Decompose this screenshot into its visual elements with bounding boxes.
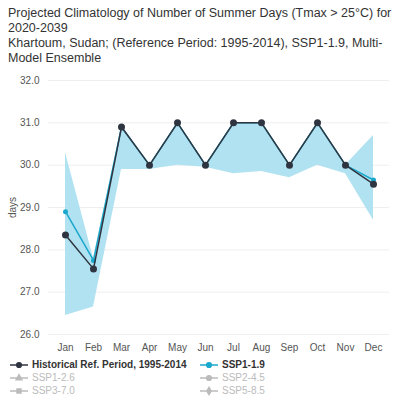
svg-text:days: days <box>7 197 18 218</box>
svg-text:Jun: Jun <box>197 342 213 353</box>
html-text:SSP1-2.6: SSP1-2.6 <box>32 372 75 383</box>
svg-text:29.0: 29.0 <box>20 202 40 213</box>
svg-text:Oct: Oct <box>310 342 326 353</box>
html-text:SSP3-7.0: SSP3-7.0 <box>32 385 75 396</box>
svg-text:Jul: Jul <box>227 342 240 353</box>
html-text:Historical Ref. Period, 1995-2: Historical Ref. Period, 1995-2014 <box>32 359 187 370</box>
svg-text:Jan: Jan <box>57 342 73 353</box>
svg-text:26.0: 26.0 <box>20 329 40 340</box>
svg-text:Apr: Apr <box>142 342 158 353</box>
svg-text:Aug: Aug <box>253 342 271 353</box>
html-text:SSP5-8.5: SSP5-8.5 <box>222 385 265 396</box>
svg-text:May: May <box>168 342 187 353</box>
svg-text:31.0: 31.0 <box>20 117 40 128</box>
svg-text:27.0: 27.0 <box>20 286 40 297</box>
svg-text:Feb: Feb <box>85 342 103 353</box>
html-text:Khartoum, Sudan; (Reference Pe: Khartoum, Sudan; (Reference Period: 1995… <box>8 36 383 65</box>
svg-text:Dec: Dec <box>365 342 383 353</box>
svg-text:Nov: Nov <box>337 342 355 353</box>
svg-text:32.0: 32.0 <box>20 75 40 86</box>
svg-text:30.0: 30.0 <box>20 159 40 170</box>
html-text:Projected Climatology of Numbe: Projected Climatology of Number of Summe… <box>8 6 392 35</box>
svg-text:Sep: Sep <box>281 342 299 353</box>
html-text:SSP2-4.5: SSP2-4.5 <box>222 372 265 383</box>
svg-text:Mar: Mar <box>113 342 131 353</box>
html-text:SSP1-1.9: SSP1-1.9 <box>222 359 265 370</box>
svg-text:28.0: 28.0 <box>20 244 40 255</box>
